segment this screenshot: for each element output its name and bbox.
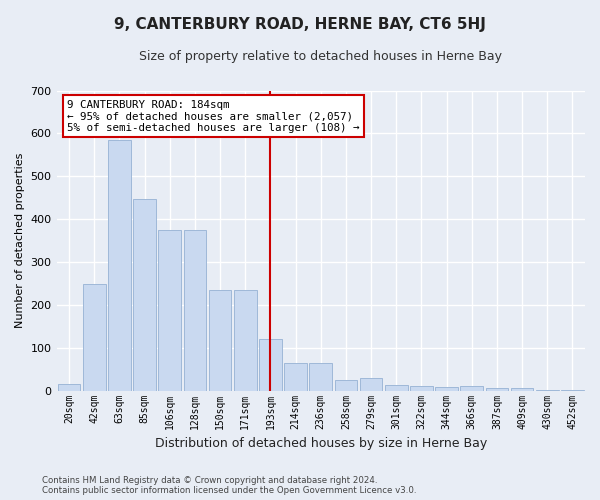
- Bar: [133, 198, 156, 390]
- Y-axis label: Number of detached properties: Number of detached properties: [15, 153, 25, 328]
- Bar: [385, 386, 407, 390]
- Bar: [284, 363, 307, 390]
- Bar: [184, 230, 206, 390]
- X-axis label: Distribution of detached houses by size in Herne Bay: Distribution of detached houses by size …: [155, 437, 487, 450]
- Bar: [511, 388, 533, 390]
- Bar: [435, 387, 458, 390]
- Text: Contains HM Land Registry data © Crown copyright and database right 2024.
Contai: Contains HM Land Registry data © Crown c…: [42, 476, 416, 495]
- Bar: [234, 290, 257, 390]
- Bar: [108, 140, 131, 390]
- Text: 9, CANTERBURY ROAD, HERNE BAY, CT6 5HJ: 9, CANTERBURY ROAD, HERNE BAY, CT6 5HJ: [114, 18, 486, 32]
- Bar: [310, 363, 332, 390]
- Bar: [158, 230, 181, 390]
- Bar: [209, 290, 232, 390]
- Title: Size of property relative to detached houses in Herne Bay: Size of property relative to detached ho…: [139, 50, 502, 63]
- Bar: [259, 339, 282, 390]
- Bar: [460, 386, 483, 390]
- Text: 9 CANTERBURY ROAD: 184sqm
← 95% of detached houses are smaller (2,057)
5% of sem: 9 CANTERBURY ROAD: 184sqm ← 95% of detac…: [67, 100, 359, 133]
- Bar: [83, 284, 106, 391]
- Bar: [410, 386, 433, 390]
- Bar: [485, 388, 508, 390]
- Bar: [58, 384, 80, 390]
- Bar: [360, 378, 382, 390]
- Bar: [335, 380, 357, 390]
